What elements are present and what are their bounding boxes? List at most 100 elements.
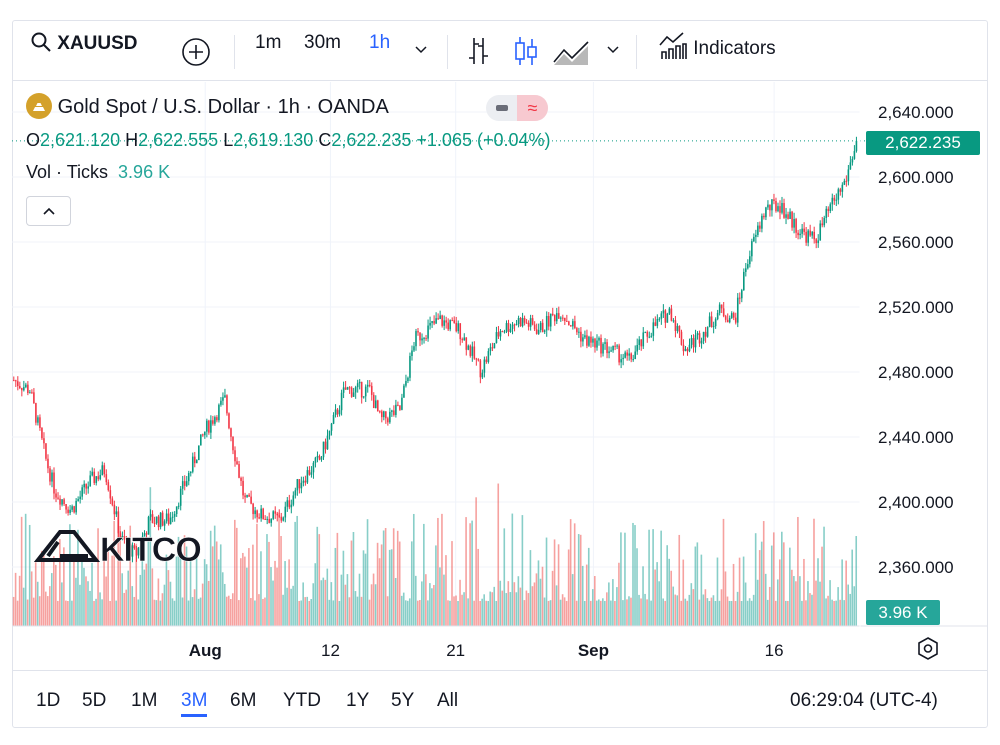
settings-icon[interactable] <box>916 636 940 662</box>
volume-bar <box>756 579 759 626</box>
volume-bar <box>368 599 371 626</box>
volume-bar <box>491 592 494 626</box>
symbol-search[interactable]: XAUUSD <box>30 31 138 56</box>
volume-bar <box>577 534 580 626</box>
range-ytd[interactable]: YTD <box>283 690 321 711</box>
volume-bar <box>837 587 839 626</box>
volume-bar <box>684 598 687 626</box>
volume-bar <box>644 593 646 626</box>
candle-body <box>280 516 283 521</box>
volume-bar <box>421 581 423 626</box>
candle-body <box>143 533 146 537</box>
volume-bar <box>270 567 272 626</box>
candle-body <box>797 232 799 236</box>
compare-icon[interactable]: ≈ <box>517 95 548 121</box>
chevron-down-icon[interactable] <box>606 45 620 55</box>
candle-body <box>646 332 649 337</box>
range-all[interactable]: All <box>437 690 459 711</box>
range-5d[interactable]: 5D <box>82 690 107 711</box>
volume-bar <box>292 585 294 626</box>
volume-bar <box>559 599 562 626</box>
indicators-button[interactable]: Indicators <box>658 31 776 61</box>
candle-body <box>342 387 345 393</box>
volume-bar <box>203 559 206 626</box>
volume-bar <box>736 591 739 626</box>
interval-1m[interactable]: 1m <box>255 32 282 53</box>
candle-body <box>214 417 216 424</box>
candle-body <box>391 410 393 412</box>
candle-body <box>294 490 297 496</box>
candle-body <box>505 323 508 332</box>
volume-bar <box>429 583 431 626</box>
hide-icon[interactable] <box>496 105 508 111</box>
range-6m[interactable]: 6M <box>230 690 257 711</box>
candle-body <box>145 533 148 535</box>
area-style-icon[interactable] <box>552 38 590 66</box>
collapse-legend-button[interactable] <box>26 196 71 226</box>
candle-body <box>119 533 122 539</box>
candles-style-icon[interactable] <box>512 35 540 67</box>
candle-body <box>570 325 572 327</box>
candle-body <box>521 317 524 327</box>
candle-body <box>483 359 486 373</box>
volume-bar <box>262 598 264 626</box>
candle-body <box>256 510 258 518</box>
volume-bar <box>809 593 811 626</box>
candle-body <box>763 215 765 218</box>
volume-bar <box>20 516 23 626</box>
range-1m[interactable]: 1M <box>131 690 158 711</box>
bar-chart-style-icon[interactable] <box>466 36 490 66</box>
volume-bar <box>240 558 242 626</box>
volume-bar <box>396 530 399 626</box>
chevron-down-icon[interactable] <box>414 45 428 55</box>
volume-bar <box>308 600 311 626</box>
volume-bar <box>626 599 628 626</box>
volume-bar <box>374 584 377 626</box>
candle-body <box>139 546 142 548</box>
volume-bar <box>561 594 564 626</box>
candle-body <box>696 333 699 336</box>
volume-bar <box>688 594 691 626</box>
interval-1h[interactable]: 1h <box>369 32 391 53</box>
candle-body <box>210 420 212 433</box>
add-symbol-icon[interactable] <box>180 36 212 68</box>
candle-body <box>31 392 33 394</box>
clock: 06:29:04 (UTC-4) <box>790 690 938 711</box>
volume-bar <box>87 581 89 626</box>
candle-body <box>473 346 476 359</box>
legend-toggle[interactable]: ≈ <box>486 95 548 121</box>
volume-bar <box>807 581 809 626</box>
range-3m[interactable]: 3M <box>181 690 208 717</box>
candle-body <box>425 338 427 340</box>
candle-body <box>523 317 526 323</box>
range-1d[interactable]: 1D <box>36 690 61 711</box>
candle-body <box>481 372 484 378</box>
range-1y[interactable]: 1Y <box>346 690 370 711</box>
interval-30m[interactable]: 30m <box>304 32 341 53</box>
volume-bar <box>565 600 568 626</box>
range-5y[interactable]: 5Y <box>391 690 415 711</box>
candle-body <box>769 204 771 211</box>
volume-bar <box>388 549 391 626</box>
indicators-icon <box>659 32 687 59</box>
candle-body <box>206 420 208 432</box>
candle-body <box>370 385 373 395</box>
volume-bar <box>24 513 27 626</box>
volume-bar <box>481 598 483 626</box>
candle-body <box>706 326 709 337</box>
y-tick-label: 2,400.000 <box>878 493 954 512</box>
volume-bar <box>495 600 498 626</box>
candle-body <box>417 331 419 333</box>
candle-body <box>809 230 811 236</box>
volume-bar <box>183 535 186 626</box>
candle-body <box>559 317 562 319</box>
volume-bar <box>650 600 652 626</box>
volume-bar <box>145 563 148 626</box>
candle-body <box>125 539 128 545</box>
candle-body <box>218 404 220 421</box>
candle-body <box>783 203 785 218</box>
candle-body <box>135 548 138 556</box>
volume-bar <box>12 596 15 626</box>
candle-body <box>562 317 564 319</box>
